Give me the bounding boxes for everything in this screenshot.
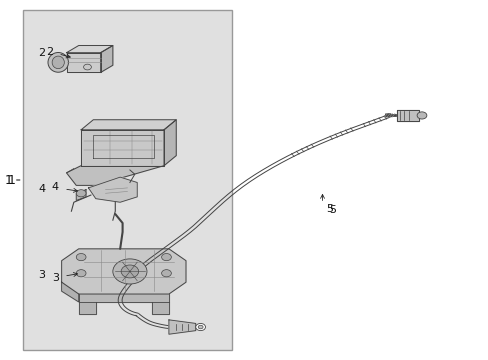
Circle shape bbox=[416, 112, 426, 119]
Polygon shape bbox=[168, 320, 195, 334]
Text: 3: 3 bbox=[52, 273, 59, 283]
Polygon shape bbox=[61, 282, 79, 302]
Polygon shape bbox=[81, 130, 163, 166]
Circle shape bbox=[161, 253, 171, 261]
Polygon shape bbox=[88, 177, 137, 202]
Text: 5: 5 bbox=[326, 204, 333, 214]
Polygon shape bbox=[79, 302, 96, 315]
Circle shape bbox=[76, 190, 86, 197]
Polygon shape bbox=[163, 120, 176, 166]
Circle shape bbox=[83, 64, 91, 70]
Polygon shape bbox=[152, 302, 168, 315]
Ellipse shape bbox=[48, 53, 68, 72]
Polygon shape bbox=[66, 53, 101, 72]
Polygon shape bbox=[66, 45, 113, 53]
Polygon shape bbox=[76, 190, 86, 201]
Polygon shape bbox=[101, 45, 113, 72]
Text: 1: 1 bbox=[7, 174, 15, 186]
Circle shape bbox=[76, 253, 86, 261]
Polygon shape bbox=[396, 110, 418, 121]
Circle shape bbox=[161, 270, 171, 277]
Bar bbox=[22, 10, 232, 350]
Text: 1: 1 bbox=[5, 174, 13, 186]
Circle shape bbox=[195, 323, 205, 330]
Text: 2: 2 bbox=[46, 46, 53, 57]
Circle shape bbox=[113, 259, 147, 284]
Polygon shape bbox=[79, 294, 168, 302]
Text: 2: 2 bbox=[39, 48, 45, 58]
Text: 4: 4 bbox=[39, 184, 45, 194]
Text: 4: 4 bbox=[52, 182, 59, 192]
Polygon shape bbox=[61, 249, 185, 294]
Text: 5: 5 bbox=[328, 206, 335, 216]
Circle shape bbox=[121, 265, 139, 278]
Polygon shape bbox=[66, 166, 163, 185]
Polygon shape bbox=[81, 120, 176, 130]
Ellipse shape bbox=[52, 56, 64, 69]
Circle shape bbox=[198, 325, 203, 329]
Text: 3: 3 bbox=[39, 270, 45, 280]
Circle shape bbox=[76, 270, 86, 277]
